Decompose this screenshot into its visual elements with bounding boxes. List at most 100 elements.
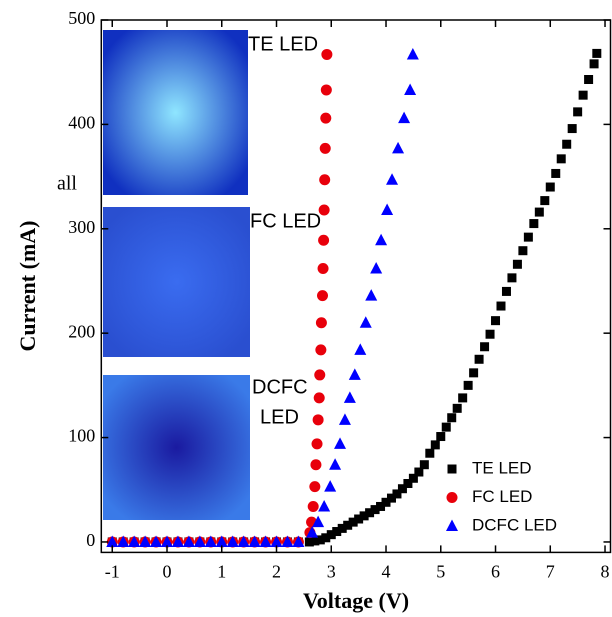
marker-triangle (344, 391, 356, 403)
chart: TE LED FC LED DCFC LED all Voltage (V) C… (0, 0, 612, 617)
marker-triangle (398, 112, 410, 124)
marker-triangle (375, 234, 387, 246)
marker-square (535, 208, 544, 217)
marker-triangle (407, 48, 419, 60)
photo-te-led (103, 30, 248, 195)
marker-square (513, 260, 522, 269)
marker-circle (320, 113, 331, 124)
y-tick-label: 0 (86, 530, 95, 550)
legend-marker (446, 520, 458, 532)
x-tick-label: 2 (272, 562, 281, 582)
marker-triangle (318, 500, 330, 512)
x-tick-label: -1 (105, 562, 120, 582)
marker-square (573, 107, 582, 116)
marker-circle (316, 317, 327, 328)
marker-square (551, 169, 560, 178)
marker-square (431, 440, 440, 449)
marker-triangle (349, 368, 361, 380)
marker-circle (319, 174, 330, 185)
annotation: FC LED (250, 210, 321, 232)
marker-triangle (324, 480, 336, 492)
legend-label: TE LED (472, 458, 532, 477)
x-tick-label: 7 (546, 562, 555, 582)
y-tick-label: 100 (68, 426, 95, 446)
legend-label: DCFC LED (472, 515, 557, 534)
marker-circle (317, 290, 328, 301)
marker-circle (321, 49, 332, 60)
marker-triangle (360, 316, 372, 328)
marker-triangle (370, 262, 382, 274)
marker-circle (320, 143, 331, 154)
marker-circle (313, 414, 324, 425)
x-tick-label: 8 (601, 562, 610, 582)
marker-triangle (386, 173, 398, 185)
marker-square (420, 460, 429, 469)
x-tick-label: 1 (217, 562, 226, 582)
x-tick-label: 6 (491, 562, 500, 582)
marker-circle (321, 84, 332, 95)
marker-square (447, 413, 456, 422)
marker-square (453, 404, 462, 413)
marker-square (557, 154, 566, 163)
marker-square (496, 302, 505, 311)
marker-triangle (339, 413, 351, 425)
annotation: TE LED (248, 33, 318, 55)
marker-circle (310, 459, 321, 470)
marker-square (480, 342, 489, 351)
marker-square (529, 219, 538, 228)
marker-square (491, 316, 500, 325)
marker-square (486, 330, 495, 339)
marker-circle (309, 481, 320, 492)
legend-marker (447, 492, 458, 503)
marker-triangle (381, 203, 393, 215)
x-tick-label: 5 (436, 562, 445, 582)
y-tick-label: 300 (68, 217, 95, 237)
marker-circle (312, 438, 323, 449)
marker-square (568, 124, 577, 133)
y-tick-label: 200 (68, 321, 95, 341)
marker-triangle (404, 83, 416, 95)
legend-label: FC LED (472, 487, 532, 506)
photo-dcfc-led (103, 375, 250, 520)
marker-triangle (329, 458, 341, 470)
marker-square (507, 273, 516, 282)
marker-square (502, 287, 511, 296)
marker-square (469, 368, 478, 377)
marker-circle (308, 501, 319, 512)
y-tick-label: 400 (68, 113, 95, 133)
y-tick-label: 500 (68, 8, 95, 28)
annotation: all (57, 173, 77, 195)
marker-square (592, 49, 601, 58)
marker-square (524, 233, 533, 242)
y-axis-label: Current (mA) (15, 221, 40, 352)
marker-square (425, 449, 434, 458)
marker-square (562, 140, 571, 149)
marker-square (584, 75, 593, 84)
marker-circle (315, 344, 326, 355)
x-axis-label: Voltage (V) (303, 588, 409, 613)
photo-fc-led (103, 207, 250, 357)
marker-square (590, 59, 599, 68)
x-tick-label: 4 (382, 562, 391, 582)
marker-circle (318, 263, 329, 274)
marker-square (442, 423, 451, 432)
legend-marker (448, 465, 457, 474)
marker-square (475, 355, 484, 364)
annotation: LED (260, 406, 299, 428)
marker-triangle (365, 289, 377, 301)
marker-square (518, 246, 527, 255)
marker-triangle (354, 343, 366, 355)
marker-square (464, 381, 473, 390)
marker-triangle (334, 437, 346, 449)
marker-circle (318, 235, 329, 246)
marker-square (546, 183, 555, 192)
marker-square (540, 196, 549, 205)
marker-triangle (392, 142, 404, 154)
marker-circle (314, 369, 325, 380)
marker-square (458, 393, 467, 402)
annotation: DCFC (252, 376, 308, 398)
x-tick-label: 0 (163, 562, 172, 582)
x-tick-label: 3 (327, 562, 336, 582)
marker-circle (314, 392, 325, 403)
marker-square (436, 432, 445, 441)
